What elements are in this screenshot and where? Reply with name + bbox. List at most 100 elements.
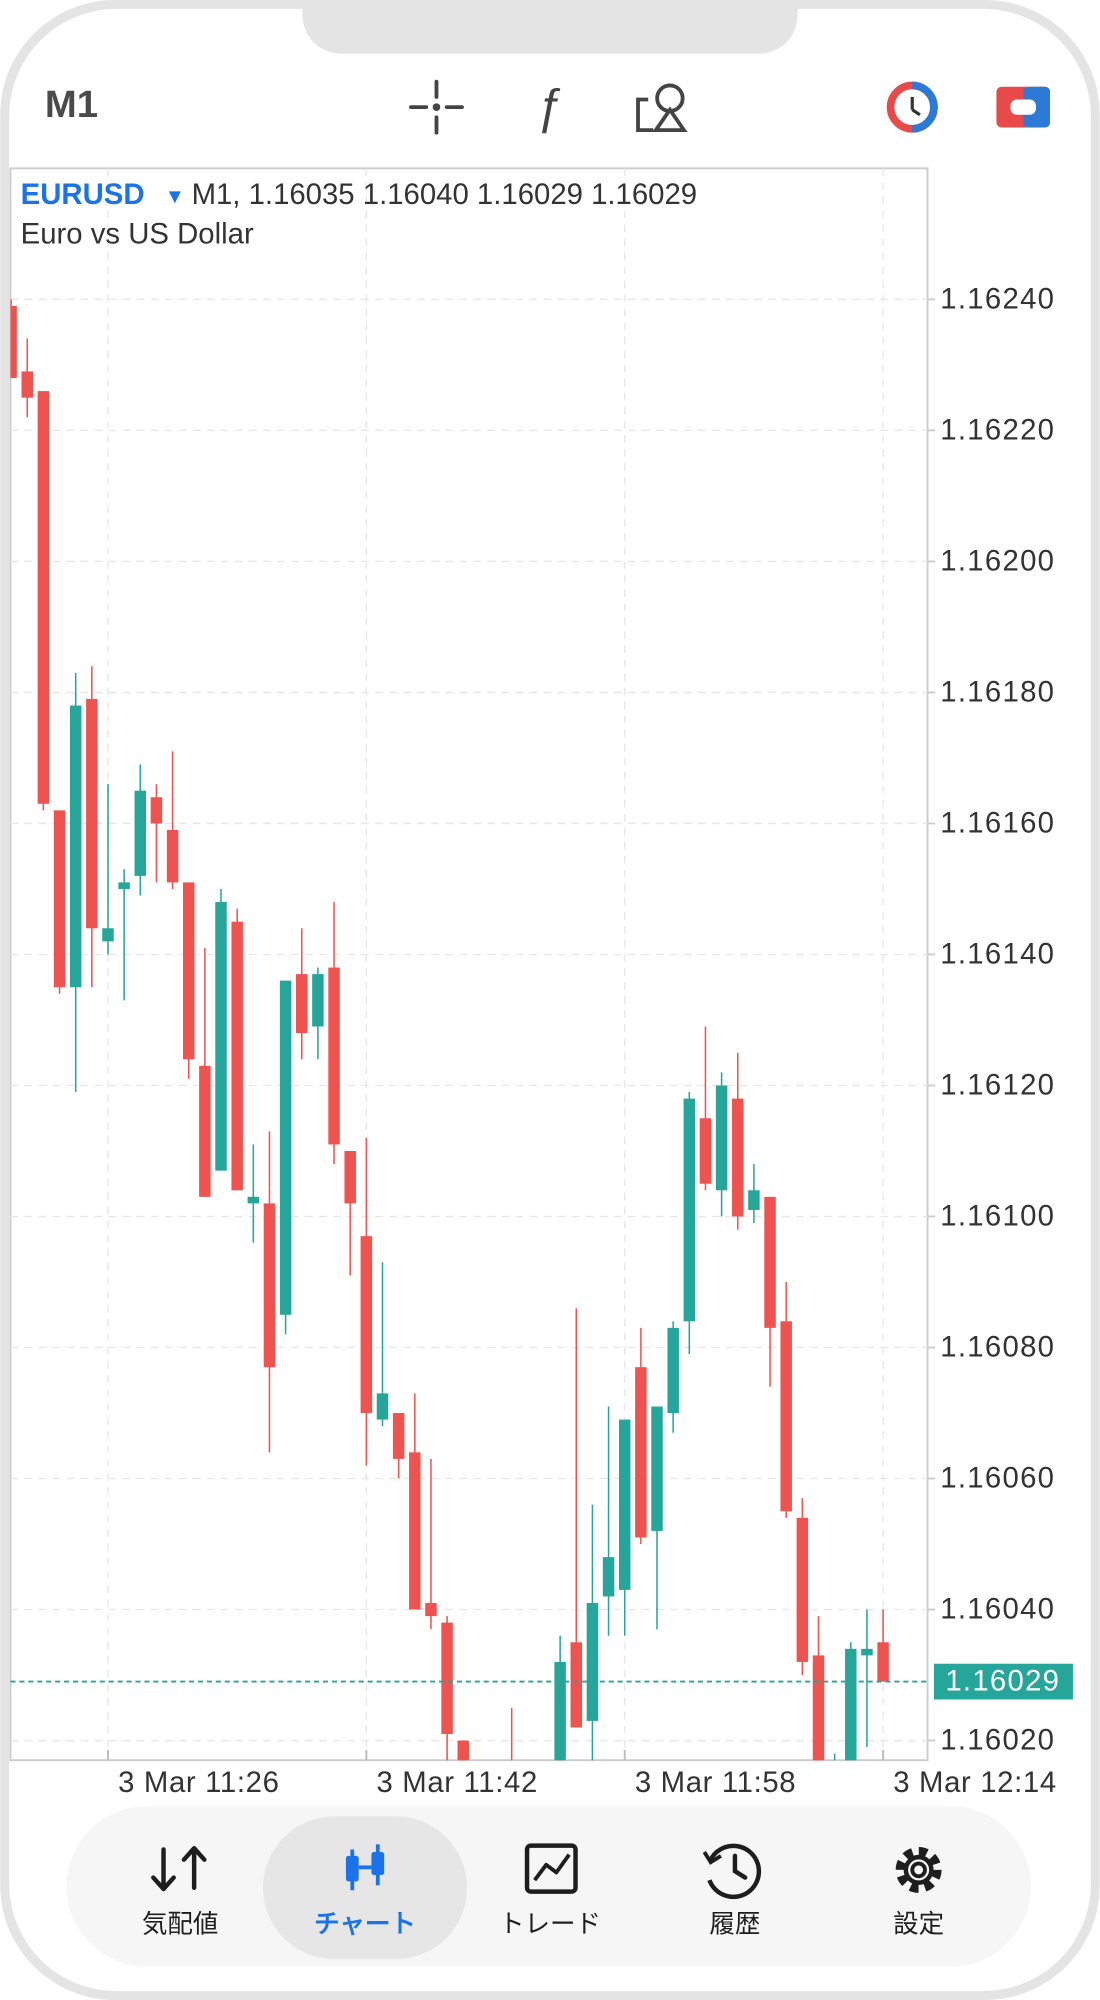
icon xyxy=(702,1851,722,1865)
candle-body xyxy=(780,1321,792,1512)
candle-body xyxy=(683,1098,696,1322)
candle-body xyxy=(118,882,130,889)
candle-body xyxy=(861,1648,873,1656)
y-tick-label: 1.16240 xyxy=(940,282,1055,315)
chart: 1.16020 1.16040 1.16060 1.16080 1.16100 1.161… xyxy=(9,167,1073,1799)
candle-body xyxy=(37,391,50,804)
candle-body xyxy=(651,1406,663,1531)
icon xyxy=(345,1855,359,1882)
candle-body xyxy=(53,810,66,988)
candle-body xyxy=(602,1557,615,1597)
candle-body xyxy=(812,1655,825,1761)
axes: 1.16020 1.16040 1.16060 1.16080 1.16100 1.161… xyxy=(10,282,1073,1799)
icon xyxy=(707,1843,762,1900)
candle-body xyxy=(635,1367,647,1538)
candle-body xyxy=(570,1642,583,1728)
bottom-nav: 気配値 チャート トレード 履歴 設定 xyxy=(66,1806,1031,1967)
candle-body xyxy=(231,921,243,1191)
candle-body xyxy=(877,1642,889,1682)
candle-body xyxy=(586,1602,599,1721)
candle-body xyxy=(182,882,195,1060)
candle-body xyxy=(328,967,340,1145)
candle-body xyxy=(845,1648,857,1761)
candle-body xyxy=(263,1203,276,1368)
candle-body xyxy=(279,980,292,1315)
nav-label: チャート xyxy=(314,1911,416,1939)
nav-background xyxy=(66,1806,1031,1967)
timeframe-button[interactable]: M1 xyxy=(45,83,98,126)
candle-body xyxy=(764,1196,776,1328)
y-tick-label: 1.16200 xyxy=(940,544,1055,577)
candle-body xyxy=(296,974,308,1034)
y-tick-label: 1.16140 xyxy=(940,937,1055,970)
nav-active-highlight xyxy=(263,1816,468,1960)
nav-item[interactable]: 履歴 xyxy=(702,1843,762,1939)
icon xyxy=(910,1861,927,1879)
plot-frame xyxy=(9,167,929,1762)
candles xyxy=(10,299,889,1761)
candle-body xyxy=(360,1236,373,1414)
candle-body xyxy=(699,1118,712,1184)
objects-icon[interactable] xyxy=(636,83,688,133)
last-price-label: 1.16029 xyxy=(945,1665,1060,1698)
icon xyxy=(903,1854,934,1885)
candle-body xyxy=(150,797,163,824)
candle-body xyxy=(409,1452,421,1610)
icon xyxy=(732,1853,748,1880)
icon xyxy=(524,1843,578,1894)
x-tick-label: 3 Mar 12:14 xyxy=(893,1766,1057,1799)
nav-item[interactable]: 設定 xyxy=(893,1846,944,1939)
icon xyxy=(151,1845,207,1892)
candle-body xyxy=(376,1393,389,1420)
candle-body xyxy=(441,1622,453,1735)
trade-icon[interactable] xyxy=(886,81,938,133)
candle-body xyxy=(425,1602,437,1617)
y-tick-label: 1.16120 xyxy=(940,1069,1055,1102)
candle-body xyxy=(344,1150,356,1204)
candle-body xyxy=(715,1085,728,1191)
nav-label: 設定 xyxy=(893,1911,944,1939)
ohlc-info: M1, 1.16035 1.16040 1.16029 1.16029 xyxy=(192,178,698,211)
icon xyxy=(533,1853,571,1882)
candle-body xyxy=(69,705,82,988)
one-click-icon[interactable] xyxy=(996,86,1050,128)
candle-body xyxy=(199,1065,211,1197)
nav-item[interactable]: チャート xyxy=(263,1816,468,1960)
icon xyxy=(895,1846,942,1893)
candle-body xyxy=(732,1098,744,1217)
candle-body xyxy=(554,1661,566,1761)
symbol-description: Euro vs US Dollar xyxy=(21,218,254,251)
nav-label: 履歴 xyxy=(709,1911,760,1939)
candle-body xyxy=(102,928,114,942)
icon xyxy=(371,1852,385,1875)
x-tick-label: 3 Mar 11:42 xyxy=(377,1766,538,1799)
notch xyxy=(302,0,798,54)
indicators-icon[interactable]: ƒ xyxy=(535,79,562,133)
crosshair-icon[interactable] xyxy=(409,79,464,135)
y-tick-label: 1.16180 xyxy=(940,675,1055,708)
candle-body xyxy=(86,698,98,929)
y-tick-label: 1.16020 xyxy=(940,1724,1055,1757)
candle-body xyxy=(457,1740,469,1761)
nav-label: 気配値 xyxy=(142,1911,219,1939)
candle-body xyxy=(215,902,227,1171)
y-tick-label: 1.16080 xyxy=(940,1331,1055,1364)
symbol[interactable]: EURUSD xyxy=(21,178,145,211)
candle-body xyxy=(618,1419,631,1590)
candle-body xyxy=(21,371,33,398)
candle-body xyxy=(134,790,147,876)
candle-body xyxy=(166,829,179,883)
nav-item[interactable]: トレード xyxy=(499,1843,601,1939)
candle-body xyxy=(392,1413,405,1459)
last-price-box xyxy=(933,1663,1073,1700)
candle-body xyxy=(10,305,17,378)
y-tick-label: 1.16040 xyxy=(940,1593,1055,1626)
candle-body xyxy=(796,1517,809,1662)
nav-item[interactable]: 気配値 xyxy=(142,1845,219,1939)
y-tick-label: 1.16060 xyxy=(940,1462,1055,1495)
nav-label: トレード xyxy=(499,1911,601,1939)
symbol-dropdown-icon[interactable]: ▼ xyxy=(165,186,185,208)
y-tick-label: 1.16160 xyxy=(940,806,1055,839)
